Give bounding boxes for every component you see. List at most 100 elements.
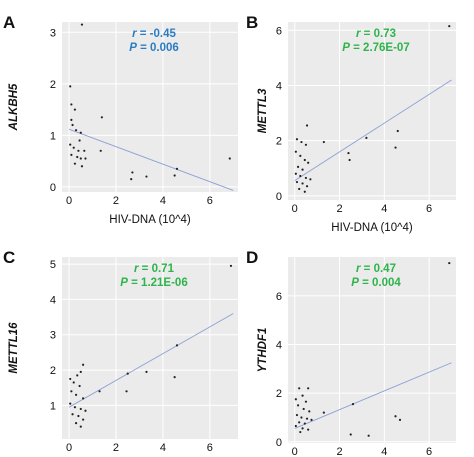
plot-background: [62, 22, 238, 192]
data-point: [296, 165, 300, 168]
x-tick-label: 0: [66, 195, 72, 207]
data-point: [69, 85, 72, 88]
data-point: [303, 422, 306, 425]
data-point: [305, 417, 309, 420]
panel-letter: A: [3, 13, 15, 32]
y-tick-label: 4: [276, 80, 282, 92]
data-point: [79, 425, 82, 428]
data-point: [305, 185, 309, 188]
data-point: [348, 158, 351, 162]
panel-c: 024612345CMETTL16HIV-DNA (10^4)r = 0.71P…: [3, 248, 238, 454]
data-point: [299, 174, 302, 178]
data-point: [145, 370, 148, 373]
data-point: [70, 103, 73, 106]
data-point: [301, 168, 304, 171]
x-tick-label: 4: [160, 442, 166, 454]
regression-line: [68, 313, 234, 408]
data-point: [69, 143, 72, 146]
data-point: [295, 413, 299, 417]
data-point: [448, 25, 451, 28]
data-point: [173, 174, 176, 177]
data-point: [347, 151, 350, 155]
panel-a: 0 2 4 6 0 1 2 3 A ALKBH5 HIV-DNA (10^4) r = -0.45 P …: [3, 13, 238, 226]
panel-letter: D: [246, 248, 258, 267]
data-point: [295, 138, 299, 141]
data-point: [78, 384, 81, 388]
panel-b: 0 2 4 6 0 2 4 6 B METTL3 HIV-DNA (10^4) r = 0.73 P =…: [246, 13, 456, 234]
data-point: [229, 264, 233, 267]
y-tick-label: 2: [50, 365, 56, 377]
x-axis-title: HIV-DNA (10^4): [331, 222, 413, 234]
data-point: [70, 390, 73, 393]
data-point: [69, 402, 72, 405]
x-tick-label: 4: [160, 195, 166, 207]
data-point: [70, 118, 73, 121]
data-point: [294, 150, 297, 153]
data-point: [73, 406, 77, 409]
data-point: [298, 187, 301, 191]
data-point: [294, 172, 297, 175]
data-point: [84, 157, 87, 160]
x-tick-label: 4: [381, 203, 387, 215]
data-point: [83, 149, 86, 152]
data-point: [322, 411, 325, 414]
x-tick-label: 2: [113, 442, 119, 454]
data-point: [131, 171, 134, 174]
panel-letter: C: [3, 248, 15, 267]
y-tick-label: 6: [276, 291, 282, 303]
data-point: [73, 162, 77, 165]
data-point: [303, 158, 306, 162]
data-point: [295, 180, 299, 184]
x-tick-label: 6: [207, 442, 213, 454]
data-point: [82, 418, 85, 421]
y-tick-label: 2: [276, 136, 282, 148]
data-point: [77, 414, 80, 418]
data-point: [73, 108, 77, 111]
y-tick-label: 2: [276, 388, 282, 400]
y-axis-title: METTL16: [8, 322, 20, 374]
data-point: [130, 178, 133, 181]
x-tick-label: 4: [381, 446, 387, 457]
data-point: [126, 372, 129, 375]
data-point: [302, 407, 305, 411]
data-point: [77, 149, 80, 152]
x-axis-title: HIV-DNA (10^4): [109, 214, 191, 226]
data-point: [448, 261, 451, 265]
p-value: P = 0.006: [129, 42, 179, 54]
data-point: [351, 402, 355, 406]
data-point: [145, 175, 148, 178]
plot-background: [288, 22, 456, 200]
data-point: [175, 167, 179, 170]
data-point: [301, 182, 304, 185]
data-point: [82, 397, 85, 400]
correlation-r: r = 0.73: [356, 28, 396, 40]
p-value: P = 1.21E-06: [120, 277, 187, 289]
data-point: [309, 178, 312, 181]
data-point: [74, 421, 78, 425]
data-point: [78, 139, 81, 142]
data-point: [305, 124, 309, 127]
x-tick-label: 2: [113, 195, 119, 207]
data-point: [298, 387, 301, 390]
plot-background: [62, 257, 238, 439]
plot-background: [288, 257, 456, 443]
data-point: [304, 400, 308, 403]
data-point: [125, 390, 128, 393]
data-point: [307, 387, 310, 390]
y-tick-label: 0: [276, 191, 282, 203]
x-tick-label: 6: [426, 203, 432, 215]
data-point: [71, 413, 74, 416]
data-point: [303, 190, 306, 193]
data-point: [71, 123, 74, 127]
data-point: [79, 370, 82, 373]
correlation-r: r = 0.47: [356, 263, 396, 275]
data-point: [304, 143, 308, 146]
correlation-r: r = 0.71: [134, 263, 175, 275]
y-tick-label: 6: [276, 25, 282, 37]
data-point: [76, 155, 79, 159]
x-tick-label: 0: [66, 442, 72, 454]
data-point: [365, 136, 368, 140]
data-point: [80, 23, 84, 26]
data-point: [322, 140, 325, 144]
